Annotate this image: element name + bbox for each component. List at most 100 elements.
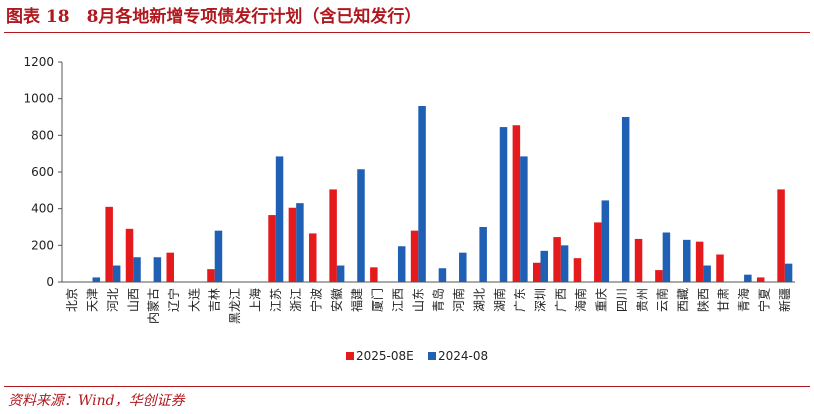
bar-2024-08-重庆 bbox=[601, 200, 610, 282]
y-tick-label: 800 bbox=[31, 128, 54, 142]
x-tick-label: 上海 bbox=[247, 288, 262, 312]
bar-2024-08-内蒙古 bbox=[153, 257, 162, 282]
bar-2024-08-山东 bbox=[418, 106, 426, 282]
source-note: 资料来源：Wind，华创证券 bbox=[8, 393, 185, 409]
bar-2024-08-深圳 bbox=[540, 250, 548, 282]
x-tick-label: 大连 bbox=[186, 288, 201, 312]
bar-2024-08-福建 bbox=[357, 169, 365, 282]
x-tick-label: 广东 bbox=[513, 288, 527, 312]
x-tick-label: 四川 bbox=[615, 288, 629, 312]
x-tick-label: 贵州 bbox=[635, 288, 649, 312]
bar-2024-08-安徽 bbox=[336, 265, 345, 282]
bar-2025-08E-云南 bbox=[655, 270, 663, 282]
bar-2024-08-西藏 bbox=[683, 239, 691, 282]
bar-2024-08-河南 bbox=[459, 252, 467, 282]
bar-2025-08E-宁波 bbox=[309, 233, 317, 282]
bar-2025-08E-新疆 bbox=[777, 189, 785, 282]
bar-2024-08-青岛 bbox=[438, 268, 447, 282]
x-tick-label: 深圳 bbox=[533, 288, 547, 312]
x-tick-label: 宁夏 bbox=[756, 288, 771, 312]
x-tick-label: 山西 bbox=[126, 288, 140, 312]
x-tick-label: 河南 bbox=[451, 288, 466, 312]
x-tick-label: 重庆 bbox=[595, 288, 609, 312]
x-tick-label: 西藏 bbox=[676, 288, 690, 312]
bar-2025-08E-重庆 bbox=[594, 222, 602, 282]
bar-2024-08-湖南 bbox=[499, 127, 508, 282]
x-tick-label: 黑龙江 bbox=[228, 288, 242, 324]
bar-2024-08-青海 bbox=[744, 274, 752, 282]
x-tick-label: 新疆 bbox=[777, 288, 792, 312]
x-tick-label: 宁波 bbox=[309, 288, 324, 312]
y-tick-label: 600 bbox=[31, 165, 54, 179]
x-tick-label: 湖南 bbox=[492, 288, 507, 312]
x-tick-label: 河北 bbox=[106, 288, 120, 312]
bar-2025-08E-浙江 bbox=[288, 207, 297, 282]
x-tick-label: 甘肃 bbox=[717, 288, 731, 312]
y-tick-label: 1200 bbox=[23, 55, 54, 69]
y-axis: 0 200 400 600 800 1000 1200 bbox=[23, 55, 63, 289]
bar-2024-08-吉林 bbox=[214, 230, 223, 282]
legend: 2025-08E 2024-08 bbox=[346, 349, 488, 363]
y-tick-label: 0 bbox=[46, 275, 54, 289]
bar-2024-08-河北 bbox=[112, 265, 121, 282]
bar-2025-08E-深圳 bbox=[532, 262, 541, 282]
x-axis: 北京 天津 河北 山西 内蒙古 辽宁 大连 吉林 黑龙江 上海 江苏 浙江 宁波 安徽 福建 厦门 江西 山东 青岛… bbox=[62, 281, 795, 324]
x-tick-label: 厦门 bbox=[370, 288, 385, 312]
bar-2024-08-天津 bbox=[92, 277, 101, 282]
bar-2025-08E-厦门 bbox=[370, 267, 378, 282]
legend-swatch bbox=[428, 352, 436, 360]
legend-swatch bbox=[346, 352, 354, 360]
x-tick-label: 天津 bbox=[86, 288, 100, 312]
bar-2025-08E-广西 bbox=[553, 237, 561, 282]
x-tick-label: 辽宁 bbox=[166, 288, 181, 312]
x-tick-label: 江西 bbox=[391, 288, 405, 312]
bar-2024-08-陕西 bbox=[703, 265, 711, 282]
x-tick-label: 北京 bbox=[65, 288, 79, 312]
legend-label: 2024-08 bbox=[438, 349, 488, 363]
x-tick-label: 江苏 bbox=[269, 288, 283, 312]
x-tick-label: 广西 bbox=[554, 288, 568, 312]
x-tick-label: 吉林 bbox=[208, 288, 222, 312]
bar-2025-08E-海南 bbox=[573, 258, 582, 282]
title-rule bbox=[4, 32, 810, 33]
bar-2024-08-浙江 bbox=[296, 203, 304, 282]
bar-2024-08-江西 bbox=[397, 246, 406, 282]
x-tick-label: 陕西 bbox=[695, 288, 710, 312]
x-tick-label: 云南 bbox=[655, 288, 670, 312]
bar-2025-08E-辽宁 bbox=[166, 252, 174, 282]
footer-rule bbox=[4, 386, 810, 387]
bar-2024-08-云南 bbox=[662, 232, 671, 282]
x-tick-label: 内蒙古 bbox=[146, 288, 161, 324]
bar-2024-08-广西 bbox=[560, 245, 569, 282]
x-tick-label: 浙江 bbox=[289, 288, 303, 312]
bar-2024-08-四川 bbox=[621, 117, 630, 282]
x-tick-label: 海南 bbox=[573, 288, 588, 312]
bar-chart: 0 200 400 600 800 1000 1200 北京 天津 河北 山西 内蒙古 辽宁 大连 吉林黑… bbox=[23, 55, 795, 363]
legend-label: 2025-08E bbox=[356, 349, 414, 363]
x-tick-label: 湖北 bbox=[471, 288, 486, 312]
y-tick-label: 400 bbox=[31, 202, 54, 216]
bar-2025-08E-宁夏 bbox=[756, 277, 765, 282]
bar-2024-08-江苏 bbox=[275, 156, 284, 282]
y-tick-label: 200 bbox=[31, 238, 54, 252]
y-tick-label: 1000 bbox=[23, 92, 54, 106]
x-tick-label: 安徽 bbox=[329, 288, 344, 312]
x-tick-label: 青海 bbox=[736, 288, 751, 312]
x-tick-label: 山东 bbox=[411, 288, 425, 312]
bars bbox=[92, 106, 793, 282]
bar-2024-08-广东 bbox=[520, 156, 528, 282]
bar-2025-08E-山西 bbox=[125, 228, 134, 282]
x-tick-label: 青岛 bbox=[431, 288, 446, 312]
x-tick-label: 福建 bbox=[349, 288, 364, 312]
bar-2024-08-湖北 bbox=[479, 227, 487, 282]
bar-2025-08E-山东 bbox=[410, 230, 419, 282]
bar-2025-08E-贵州 bbox=[634, 238, 643, 282]
bar-2025-08E-广东 bbox=[512, 125, 521, 282]
bar-2025-08E-甘肃 bbox=[716, 254, 724, 282]
bar-2024-08-山西 bbox=[133, 257, 141, 282]
bar-2024-08-新疆 bbox=[784, 263, 793, 282]
bar-2025-08E-安徽 bbox=[329, 189, 337, 282]
bar-2025-08E-江苏 bbox=[268, 215, 276, 282]
bar-2025-08E-吉林 bbox=[207, 269, 215, 282]
bar-2025-08E-陕西 bbox=[695, 241, 704, 282]
